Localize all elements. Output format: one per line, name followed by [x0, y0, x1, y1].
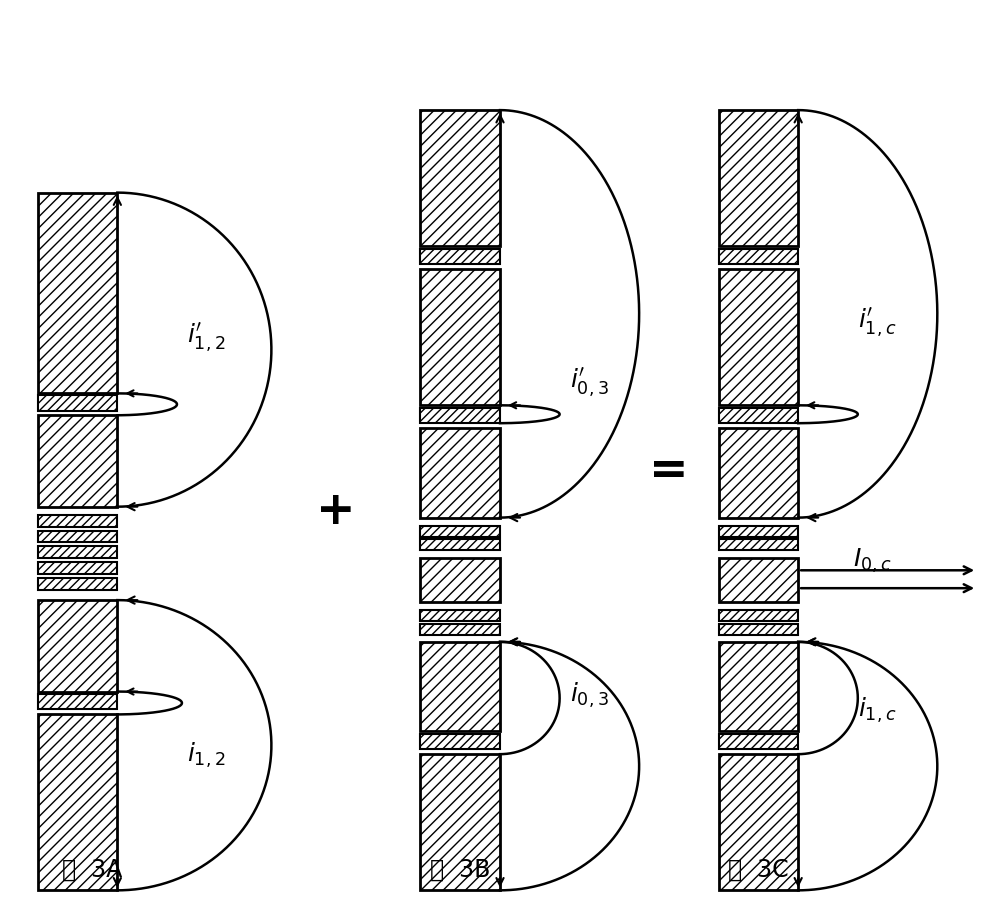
Bar — [38, 531, 117, 543]
Bar — [420, 558, 500, 602]
Text: =: = — [649, 449, 689, 494]
Bar — [38, 515, 117, 527]
Bar — [38, 547, 117, 558]
Text: $i_{0,3}^{\prime}$: $i_{0,3}^{\prime}$ — [570, 365, 608, 398]
Bar — [719, 642, 798, 732]
Text: $i_{1,2}^{\prime}$: $i_{1,2}^{\prime}$ — [187, 321, 225, 353]
Bar — [38, 563, 117, 575]
Bar — [719, 734, 798, 750]
Bar — [719, 111, 798, 247]
Bar — [38, 600, 117, 691]
Bar — [38, 396, 117, 412]
Text: $i_{0,3}$: $i_{0,3}$ — [570, 681, 608, 710]
Bar — [719, 429, 798, 518]
Bar — [420, 642, 500, 732]
Text: 图  3B: 图 3B — [430, 856, 490, 881]
Text: +: + — [316, 488, 356, 534]
Bar — [38, 578, 117, 590]
Bar — [420, 754, 500, 890]
Bar — [719, 610, 798, 621]
Text: 图  3A: 图 3A — [62, 856, 123, 881]
Bar — [420, 734, 500, 750]
Bar — [420, 540, 500, 551]
Bar — [38, 193, 117, 394]
Text: $i_{1,c}$: $i_{1,c}$ — [858, 695, 896, 724]
Text: $I_{0,c}$: $I_{0,c}$ — [853, 547, 892, 575]
Bar — [719, 409, 798, 424]
Text: $i_{1,2}$: $i_{1,2}$ — [187, 740, 225, 769]
Bar — [420, 526, 500, 537]
Bar — [420, 250, 500, 265]
Bar — [719, 754, 798, 890]
Bar — [719, 526, 798, 537]
Bar — [38, 415, 117, 507]
Bar — [719, 624, 798, 635]
Bar — [719, 270, 798, 406]
Bar — [38, 694, 117, 710]
Bar — [38, 714, 117, 890]
Text: $i_{1,c}^{\prime}$: $i_{1,c}^{\prime}$ — [858, 306, 896, 339]
Bar — [420, 429, 500, 518]
Text: 图  3C: 图 3C — [728, 856, 789, 881]
Bar — [420, 624, 500, 635]
Bar — [719, 250, 798, 265]
Bar — [420, 610, 500, 621]
Bar — [719, 540, 798, 551]
Bar — [420, 409, 500, 424]
Bar — [719, 558, 798, 602]
Bar — [420, 111, 500, 247]
Bar — [420, 270, 500, 406]
